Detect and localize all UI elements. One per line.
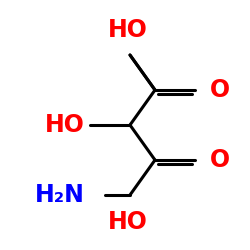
Text: O: O [210, 78, 230, 102]
Text: HO: HO [45, 113, 85, 137]
Text: HO: HO [108, 18, 148, 42]
Text: O: O [210, 148, 230, 172]
Text: H₂N: H₂N [35, 183, 85, 207]
Text: HO: HO [108, 210, 148, 234]
